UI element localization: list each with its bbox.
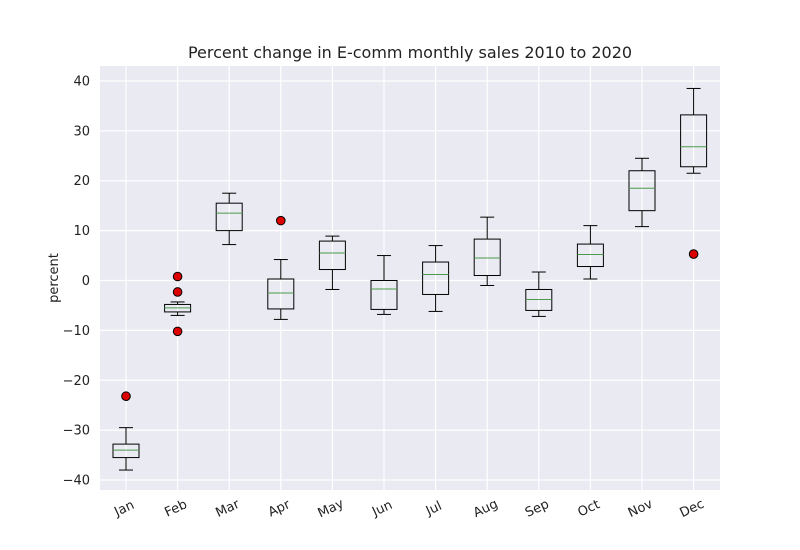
y-axis-label: percent (47, 253, 62, 303)
box-iqr (318, 240, 346, 271)
x-tick-label: Nov (626, 497, 656, 521)
y-tick-label: −10 (63, 324, 90, 339)
y-tick-label: −40 (63, 474, 90, 489)
box-sep (525, 271, 553, 317)
y-tick-label: −30 (63, 424, 90, 439)
x-tick-label: Sep (523, 497, 552, 521)
plot-area (100, 66, 720, 490)
chart-title: Percent change in E-comm monthly sales 2… (188, 43, 632, 62)
box-nov (628, 157, 656, 228)
y-tick-label: 30 (73, 124, 90, 139)
x-tick-label: Jan (111, 498, 136, 520)
outlier-point (172, 326, 183, 337)
box-jul (422, 245, 450, 312)
y-tick-label: 0 (82, 274, 90, 289)
box-iqr (473, 238, 501, 277)
box-mar (215, 192, 243, 246)
axes: −40 −30 −20 −10 0 10 20 30 40 Jan Feb Mar Apr May Jun J… (63, 74, 707, 521)
box-iqr (112, 443, 140, 459)
box-aug (473, 216, 501, 286)
outlier-point (121, 391, 131, 402)
box-iqr (215, 202, 243, 232)
x-tick-label: Apr (266, 497, 293, 520)
box-apr (267, 215, 295, 320)
box-may (318, 235, 346, 290)
box-iqr (680, 114, 708, 168)
outlier-point (172, 287, 183, 297)
outlier-point (688, 249, 699, 259)
x-tick-label: Feb (163, 497, 190, 520)
box-jan (112, 391, 140, 471)
y-tick-label: 40 (73, 74, 90, 89)
box-feb (164, 271, 192, 337)
x-tick-label: Jul (423, 499, 444, 520)
x-tick-label: May (316, 496, 347, 521)
box-oct (576, 225, 604, 280)
y-tick-label: 20 (73, 174, 90, 189)
x-tick-label: Oct (576, 497, 603, 520)
x-tick-label: Jun (369, 498, 395, 521)
x-tick-label: Dec (678, 497, 707, 521)
y-tick-label: 10 (73, 224, 90, 239)
box-dec (680, 87, 708, 259)
box-iqr (370, 279, 398, 310)
box-iqr (267, 278, 295, 310)
box-iqr (576, 243, 604, 268)
outlier-point (172, 271, 183, 282)
box-iqr (628, 170, 656, 212)
x-tick-label: Aug (471, 497, 500, 521)
box-jun (370, 255, 398, 315)
box-iqr (422, 261, 450, 295)
boxes (112, 87, 708, 471)
y-tick-label: −20 (63, 374, 90, 389)
outlier-point (276, 215, 286, 226)
x-tick-label: Mar (213, 497, 242, 521)
